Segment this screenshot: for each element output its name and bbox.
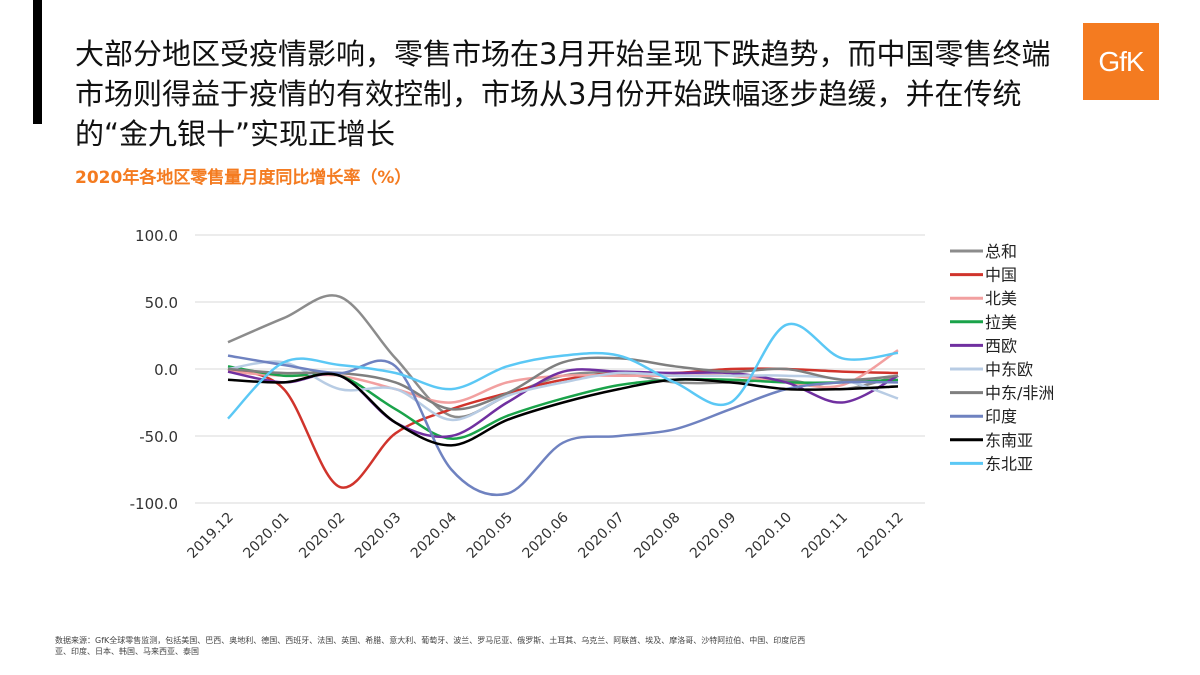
x-tick-label: 2020.07: [575, 510, 627, 562]
legend-label: 中东欧: [985, 360, 1033, 379]
x-tick-label: 2019.12: [185, 510, 237, 562]
legend-label: 拉美: [985, 313, 1017, 332]
y-tick-label: 0.0: [154, 361, 178, 379]
y-tick-label: -100.0: [130, 495, 178, 513]
x-tick-label: 2020.03: [352, 510, 404, 562]
y-tick-label: 50.0: [145, 294, 178, 312]
legend-label: 印度: [985, 407, 1017, 426]
x-tick-label: 2020.06: [520, 509, 572, 561]
headline: 大部分地区受疫情影响，零售市场在3月开始呈现下跌趋势，而中国零售终端市场则得益于…: [75, 37, 1051, 151]
legend-label: 中东/非洲: [985, 384, 1054, 403]
legend-label: 西欧: [985, 336, 1017, 355]
gfk-logo-text: GfK: [1098, 45, 1144, 77]
x-tick-label: 2020.11: [799, 510, 851, 562]
chart-title: 2020年各地区零售量月度同比增长率（%）: [75, 168, 412, 188]
accent-bar: [33, 0, 42, 124]
x-tick-label: 2020.02: [296, 510, 348, 562]
legend-label: 北美: [985, 289, 1017, 308]
x-tick-label: 2020.08: [631, 510, 683, 562]
x-tick-label: 2020.09: [687, 510, 739, 562]
legend-label: 东南亚: [985, 431, 1033, 450]
series-line-9: [227, 372, 899, 447]
x-tick-label: 2020.05: [464, 510, 516, 562]
series-line-1: [227, 294, 899, 419]
y-tick-label: -50.0: [139, 428, 178, 446]
legend-label: 东北亚: [985, 454, 1033, 473]
x-tick-label: 2020.01: [240, 510, 292, 562]
x-tick-label: 2020.10: [743, 510, 795, 562]
series-line-6: [227, 360, 899, 422]
y-tick-label: 100.0: [135, 227, 178, 245]
gfk-logo: GfK: [1083, 23, 1159, 100]
series-line-10: [227, 322, 899, 420]
legend-label: 总和: [985, 242, 1017, 261]
x-tick-label: 2020.04: [408, 509, 460, 561]
footnote: 数据来源：GfK全球零售监测，包括美国、巴西、奥地利、德国、西班牙、法国、英国、…: [55, 636, 806, 656]
legend-label: 中国: [985, 266, 1017, 285]
x-tick-label: 2020.12: [855, 510, 907, 562]
